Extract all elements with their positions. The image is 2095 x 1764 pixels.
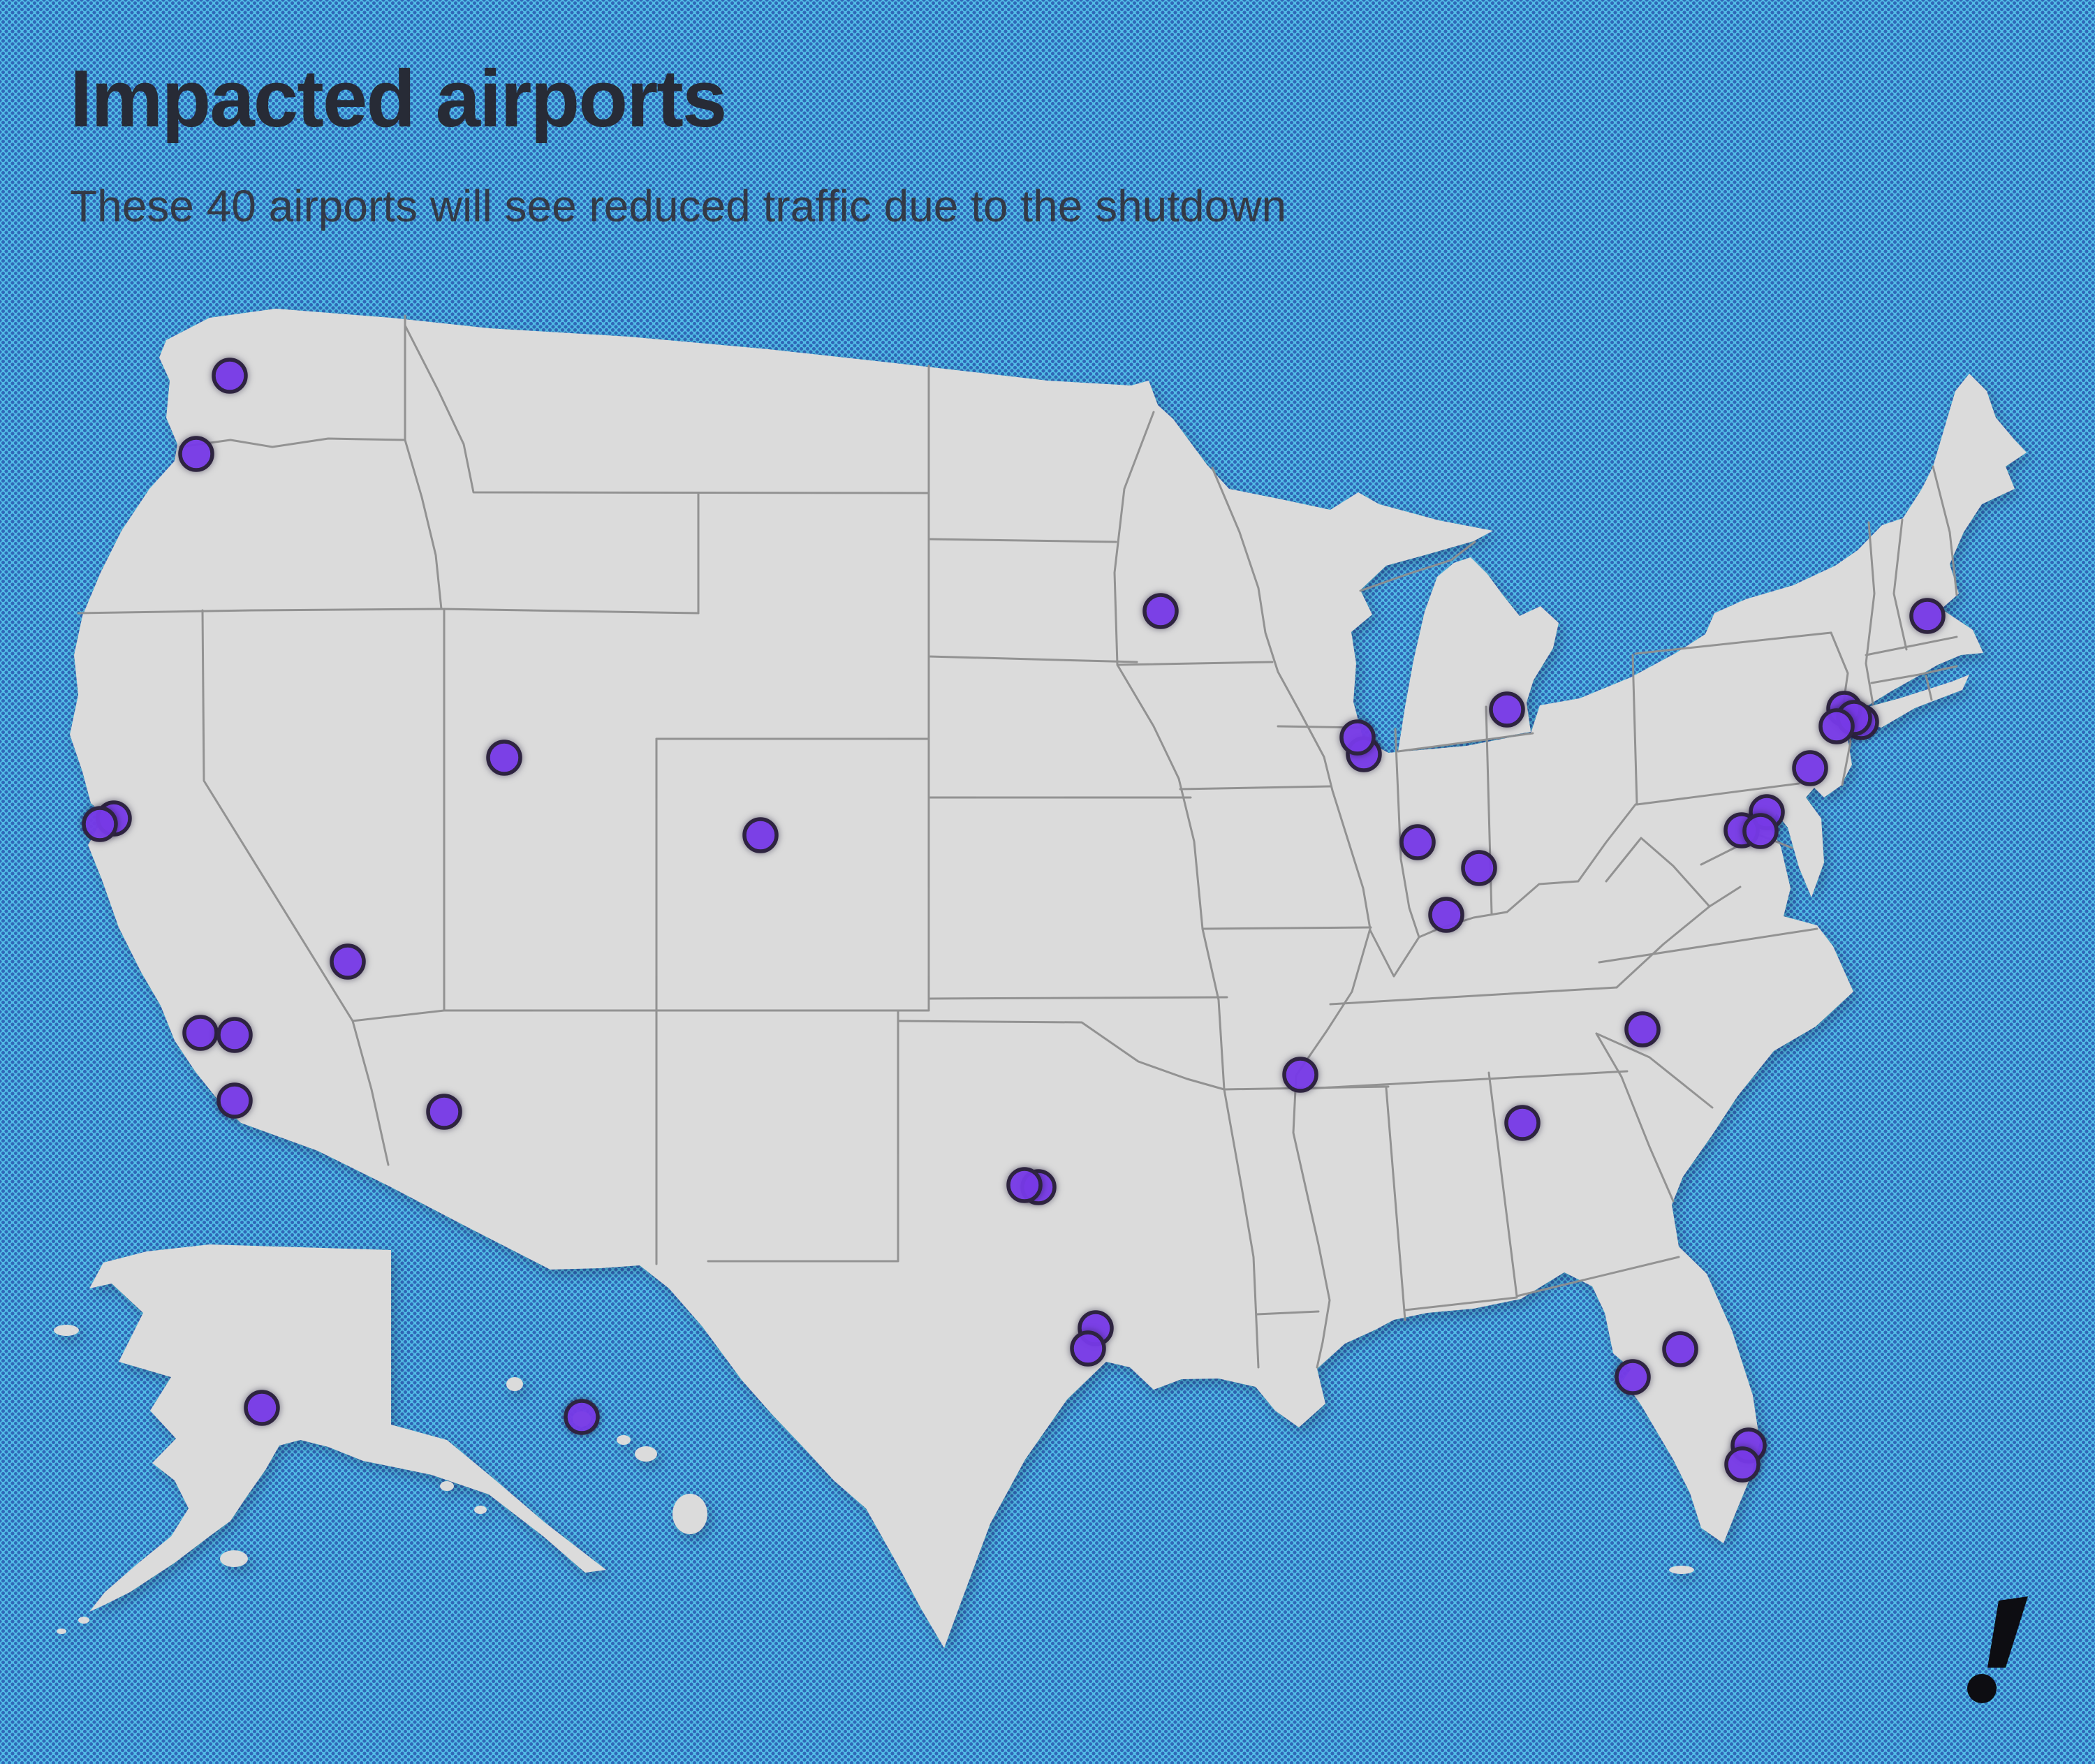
hawaii-big-island (672, 1494, 707, 1534)
page-subtitle: These 40 airports will see reduced traff… (70, 180, 1287, 231)
airport-marker-SLC (486, 740, 522, 776)
airport-marker-HOU (1070, 1330, 1106, 1367)
airport-marker-MCO (1662, 1331, 1698, 1367)
airport-marker-ATL (1504, 1105, 1541, 1141)
airport-marker-LAX (182, 1015, 219, 1051)
airport-marker-CLT (1624, 1011, 1661, 1048)
airport-marker-MIA (1724, 1446, 1760, 1483)
airport-marker-SAN (216, 1082, 253, 1119)
airport-markers-layer (82, 358, 1946, 1483)
airport-marker-DEN (742, 817, 779, 853)
maui-island (635, 1446, 657, 1462)
logo-bar (1987, 1596, 2028, 1668)
panhandle-island (440, 1481, 454, 1491)
airport-marker-SDF (1428, 897, 1464, 933)
airport-marker-MEM (1282, 1057, 1318, 1093)
airport-marker-HNL (564, 1399, 600, 1435)
aleutian-island (57, 1629, 66, 1634)
airport-marker-SFO (82, 806, 118, 842)
st-lawrence-island (54, 1325, 79, 1336)
airport-marker-BOS (1909, 598, 1946, 634)
molokai-island (617, 1435, 631, 1445)
airport-marker-ONT (216, 1017, 253, 1053)
header: Impacted airports These 40 airports will… (70, 54, 1286, 232)
exclamation-mark-logo (1967, 1596, 2028, 1703)
aleutian-island (78, 1617, 89, 1624)
airport-marker-DTW (1489, 691, 1525, 728)
airport-marker-LAS (330, 943, 366, 980)
airport-marker-PHL (1792, 750, 1828, 786)
airport-marker-DCA (1742, 813, 1779, 849)
kodiak-island (220, 1550, 248, 1567)
kauai-island (506, 1377, 523, 1391)
airport-marker-TPA (1615, 1359, 1651, 1395)
airport-marker-PDX (178, 436, 214, 472)
airport-marker-SEA (212, 358, 248, 394)
airport-marker-ORD (1339, 719, 1376, 756)
alaska-silhouette (89, 1244, 606, 1612)
long-island (1862, 675, 1969, 728)
panhandle-island (474, 1506, 487, 1514)
logo-dot (1967, 1674, 1997, 1703)
airport-marker-IND (1399, 824, 1436, 860)
airport-marker-DFW (1006, 1167, 1043, 1203)
page-title: Impacted airports (70, 53, 727, 144)
airport-marker-PHX (426, 1094, 462, 1130)
mainland-silhouette (70, 309, 2027, 1648)
airport-marker-ANC (244, 1390, 280, 1426)
florida-keys (1669, 1566, 1694, 1574)
airport-marker-EWR (1818, 708, 1855, 744)
airport-marker-CVG (1461, 850, 1497, 886)
airport-marker-MSP (1142, 593, 1179, 629)
